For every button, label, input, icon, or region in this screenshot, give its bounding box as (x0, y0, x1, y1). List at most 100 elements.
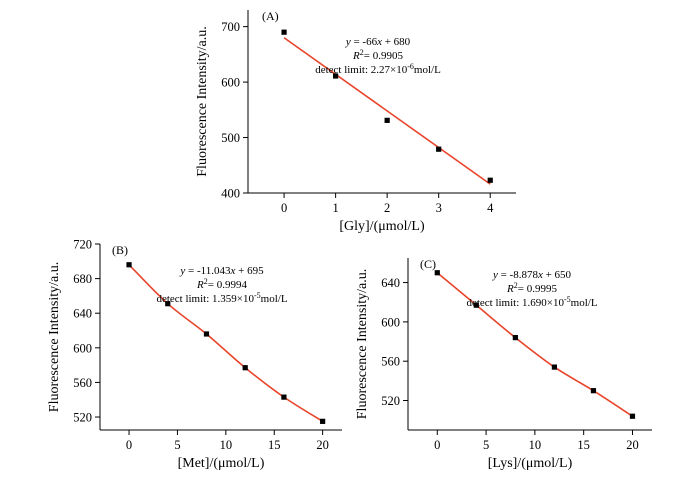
x-axis-title: [Lys]/(μmol/L) (488, 456, 573, 471)
x-tick-label: 15 (577, 438, 590, 452)
eq-slope: = -8.878 (498, 269, 539, 281)
data-point (512, 335, 518, 341)
detect-limit: detect limit: 1.359×10-5mol/L (156, 291, 287, 305)
y-tick-label: 400 (221, 187, 240, 201)
x-tick-label: 5 (483, 438, 489, 452)
limit-text: detect limit: 2.27×10 (315, 64, 408, 76)
y-axis-title: Fluorescence Intensity/a.u. (47, 262, 62, 412)
fit-line (128, 264, 324, 423)
limit-exponent: -5 (564, 295, 571, 304)
y-tick-label: 500 (221, 131, 240, 145)
limit-unit: mol/L (414, 64, 441, 76)
x-tick-label: 2 (384, 201, 390, 215)
panel-a: 0 1 2 3 4 400 500 600 700 [Gly]/(μmol/L) Fluoresce… (195, 9, 516, 234)
eq-slope: = -11.043 (185, 265, 231, 277)
fit-equation: y = -66x + 680 (345, 36, 411, 48)
y-tick-label: 520 (73, 411, 92, 425)
r-value: = 0.9995 (518, 283, 558, 295)
y-tick-label: 600 (73, 341, 92, 355)
data-point (203, 331, 210, 337)
detect-limit: detect limit: 1.690×10-5mol/L (466, 295, 597, 309)
y-tick-label: 680 (73, 272, 92, 286)
x-tick-label: 15 (268, 438, 281, 452)
y-tick-label: 640 (381, 276, 400, 290)
r-value: = 0.9994 (208, 279, 248, 291)
panel-label: (C) (420, 257, 436, 271)
fit-line (283, 37, 491, 185)
r-symbol: R (506, 283, 514, 295)
x-tick-label: 0 (126, 438, 132, 452)
x-axis-title: [Met]/(μmol/L) (178, 456, 265, 471)
x-tick-label: 20 (626, 438, 639, 452)
panel-label: (B) (112, 243, 128, 257)
panel-c: 0 5 10 15 20 520 560 600 640 [Lys]/(μmol/L) Fluore… (355, 257, 652, 471)
y-tick-label: 560 (73, 376, 92, 390)
x-tick-label: 5 (174, 438, 180, 452)
data-point (384, 117, 390, 123)
r-squared: R2= 0.9994 (196, 277, 247, 291)
eq-intercept: + 650 (543, 269, 572, 281)
limit-unit: mol/L (261, 293, 288, 305)
r-symbol: R (352, 50, 360, 62)
r-squared: R2= 0.9995 (506, 281, 557, 295)
panel-b: 0 5 10 15 20 520 560 600 640 680 720 [Met]/(μmol/L)… (47, 238, 342, 471)
data-point (551, 364, 557, 370)
fit-equation: y = -8.878x + 650 (492, 269, 572, 281)
y-tick-label: 560 (381, 355, 400, 369)
eq-var: x (376, 36, 382, 48)
eq-lhs: y (179, 265, 185, 277)
y-axis-title: Fluorescence Intensity/a.u. (355, 269, 370, 419)
data-point (165, 301, 171, 307)
eq-lhs: y (492, 269, 498, 281)
data-point (590, 388, 597, 394)
data-point (320, 418, 326, 424)
x-tick-label: 0 (281, 201, 287, 215)
eq-slope: = -66 (351, 36, 378, 48)
x-axis-title: [Gly]/(μmol/L) (339, 219, 425, 234)
eq-var: x (230, 265, 236, 277)
x-tick-label: 4 (487, 201, 494, 215)
r-superscript: 2 (360, 48, 364, 57)
fit-line (436, 272, 633, 417)
r-symbol: R (196, 279, 204, 291)
data-point (333, 73, 339, 79)
y-tick-label: 600 (221, 76, 240, 90)
x-tick-label: 3 (436, 201, 442, 215)
limit-text: detect limit: 1.690×10 (466, 297, 564, 309)
data-point (126, 262, 132, 268)
data-point (281, 394, 287, 400)
x-tick-label: 10 (529, 438, 542, 452)
eq-var: x (537, 269, 543, 281)
y-tick-label: 720 (73, 238, 92, 252)
data-point (487, 177, 493, 183)
data-point (436, 146, 442, 152)
x-tick-label: 1 (332, 201, 338, 215)
detect-limit: detect limit: 2.27×10-6mol/L (315, 62, 441, 76)
data-point (629, 413, 636, 419)
data-point (281, 29, 287, 35)
panel-label: (A) (262, 9, 279, 23)
data-point (473, 302, 479, 308)
r-superscript: 2 (204, 277, 208, 286)
r-superscript: 2 (514, 281, 518, 290)
y-tick-label: 600 (381, 315, 400, 329)
limit-text: detect limit: 1.359×10 (156, 293, 254, 305)
limit-exponent: -5 (254, 291, 261, 300)
r-squared: R2= 0.9905 (352, 48, 403, 62)
y-tick-label: 520 (381, 394, 400, 408)
y-tick-label: 700 (221, 20, 240, 34)
x-tick-label: 0 (434, 438, 440, 452)
eq-lhs: y (345, 36, 351, 48)
limit-unit: mol/L (571, 297, 598, 309)
y-axis-title: Fluorescence Intensity/a.u. (195, 26, 210, 176)
eq-intercept: + 680 (382, 36, 411, 48)
y-tick-label: 640 (73, 307, 92, 321)
data-point (434, 270, 440, 276)
limit-exponent: -6 (407, 62, 414, 71)
r-value: = 0.9905 (364, 50, 404, 62)
x-tick-label: 10 (220, 438, 233, 452)
eq-intercept: + 695 (235, 265, 264, 277)
data-point (242, 365, 248, 371)
fit-equation: y = -11.043x + 695 (179, 265, 264, 277)
